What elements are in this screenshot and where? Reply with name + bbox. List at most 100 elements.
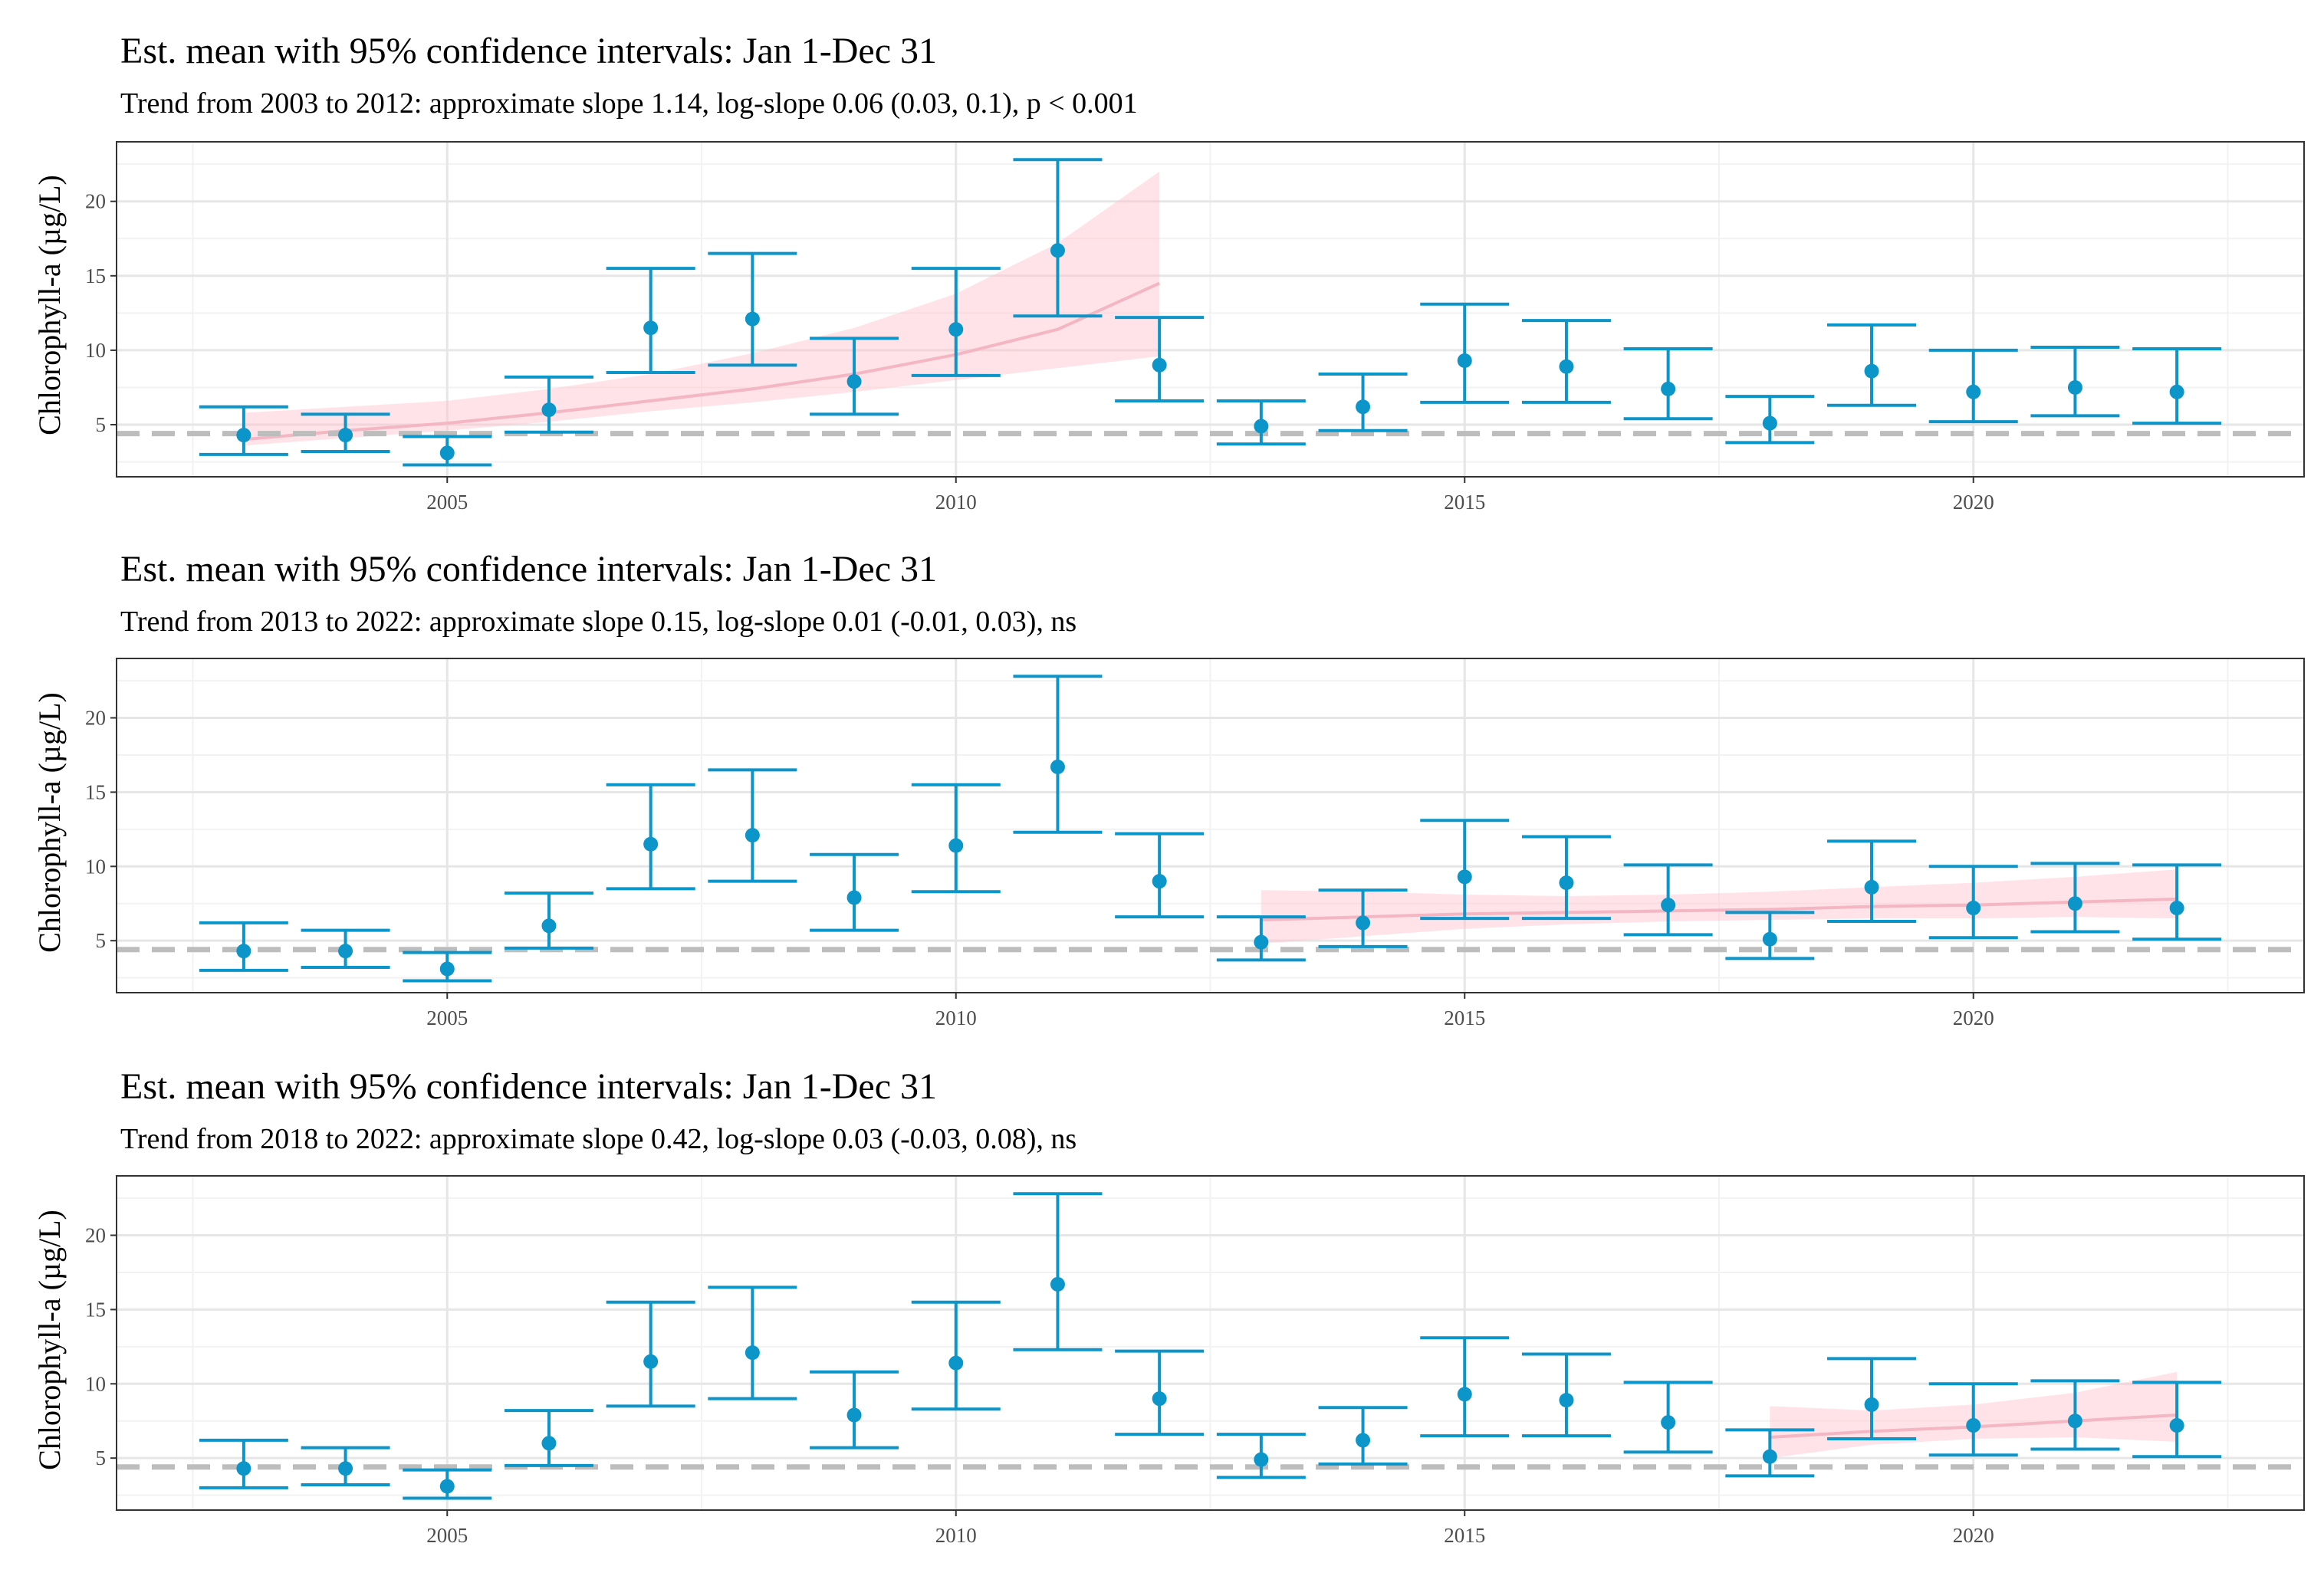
data-point bbox=[1762, 931, 1777, 947]
y-tick-label: 10 bbox=[85, 339, 106, 362]
chart-subtitle: Trend from 2018 to 2022: approximate slo… bbox=[120, 1123, 1077, 1155]
y-tick-label: 5 bbox=[96, 1446, 107, 1469]
data-point bbox=[1966, 384, 1981, 399]
data-point bbox=[1356, 915, 1371, 931]
data-point bbox=[338, 428, 353, 443]
y-tick-label: 10 bbox=[85, 1372, 106, 1395]
trend-line bbox=[243, 281, 1161, 442]
y-axis-label: Chlorophyll-a (µg/L) bbox=[32, 1210, 67, 1470]
data-point bbox=[948, 838, 964, 853]
data-point bbox=[236, 944, 251, 959]
data-point bbox=[1966, 1418, 1981, 1433]
x-tick-label: 2005 bbox=[426, 1524, 468, 1547]
data-point bbox=[1457, 353, 1472, 369]
data-point bbox=[1254, 1452, 1269, 1467]
data-point bbox=[338, 1461, 353, 1476]
data-point bbox=[541, 1436, 557, 1451]
data-point bbox=[2067, 379, 2082, 395]
panel-border bbox=[116, 1175, 2305, 1511]
data-point bbox=[541, 918, 557, 934]
x-tick-label: 2005 bbox=[426, 1006, 468, 1029]
data-point bbox=[1152, 874, 1167, 889]
data-point bbox=[643, 320, 659, 336]
data-point bbox=[1356, 1433, 1371, 1448]
chart-panel-3: Est. mean with 95% confidence intervals:… bbox=[32, 1066, 2305, 1547]
data-point bbox=[2067, 1413, 2082, 1429]
data-point bbox=[1864, 879, 1879, 895]
data-point bbox=[1661, 381, 1676, 396]
data-point bbox=[439, 1479, 455, 1494]
data-point bbox=[236, 1461, 251, 1476]
data-point bbox=[2169, 901, 2184, 916]
x-tick-label: 2010 bbox=[935, 491, 977, 514]
x-tick-label: 2015 bbox=[1444, 491, 1485, 514]
data-point bbox=[1559, 1393, 1574, 1408]
data-point bbox=[846, 890, 862, 905]
data-point bbox=[1762, 1449, 1777, 1464]
data-point bbox=[745, 311, 760, 327]
data-point bbox=[338, 944, 353, 959]
plot-area: 5 10 15 20 2005 2010 2015 2020 bbox=[85, 1175, 2305, 1547]
data-point bbox=[1661, 1415, 1676, 1430]
trend-confidence-band bbox=[1261, 869, 2178, 944]
y-axis-label: Chlorophyll-a (µg/L) bbox=[32, 692, 67, 953]
data-point bbox=[1457, 1387, 1472, 1402]
data-point bbox=[439, 445, 455, 461]
y-tick-label: 15 bbox=[85, 264, 106, 287]
x-tick-label: 2020 bbox=[1953, 491, 1994, 514]
panel-border bbox=[116, 141, 2305, 478]
data-point bbox=[1966, 901, 1981, 916]
x-tick-label: 2020 bbox=[1953, 1006, 1994, 1029]
data-point bbox=[439, 961, 455, 977]
x-tick-label: 2020 bbox=[1953, 1524, 1994, 1547]
data-point bbox=[643, 1354, 659, 1369]
data-point bbox=[236, 428, 251, 443]
data-point bbox=[2169, 1418, 2184, 1433]
data-point bbox=[1254, 419, 1269, 434]
data-point bbox=[1152, 357, 1167, 373]
chart-title: Est. mean with 95% confidence intervals:… bbox=[120, 31, 937, 71]
data-point bbox=[1356, 399, 1371, 415]
data-point bbox=[2067, 896, 2082, 911]
x-tick-label: 2005 bbox=[426, 491, 468, 514]
data-point bbox=[1152, 1391, 1167, 1407]
x-tick-label: 2015 bbox=[1444, 1524, 1485, 1547]
chart-subtitle: Trend from 2013 to 2022: approximate slo… bbox=[120, 606, 1077, 638]
data-point bbox=[1864, 363, 1879, 379]
chart-title: Est. mean with 95% confidence intervals:… bbox=[120, 549, 937, 589]
data-point bbox=[948, 322, 964, 337]
y-tick-label: 20 bbox=[85, 1224, 106, 1247]
y-tick-label: 20 bbox=[85, 707, 106, 730]
chart-subtitle: Trend from 2003 to 2012: approximate slo… bbox=[120, 87, 1138, 120]
y-tick-label: 20 bbox=[85, 190, 106, 213]
data-point bbox=[948, 1355, 964, 1371]
data-point bbox=[846, 1407, 862, 1423]
y-tick-label: 5 bbox=[96, 929, 107, 952]
data-point bbox=[1559, 875, 1574, 891]
data-point bbox=[1050, 243, 1065, 258]
data-point bbox=[1661, 898, 1676, 913]
x-tick-label: 2010 bbox=[935, 1524, 977, 1547]
data-point bbox=[541, 402, 557, 418]
data-point bbox=[643, 836, 659, 852]
data-point bbox=[1050, 759, 1065, 774]
plot-area: 5 10 15 20 2005 2010 2015 2020 bbox=[85, 141, 2305, 514]
data-point bbox=[1457, 869, 1472, 885]
chart-panel-1: Est. mean with 95% confidence intervals:… bbox=[32, 31, 2305, 514]
x-tick-label: 2010 bbox=[935, 1006, 977, 1029]
data-point bbox=[1050, 1276, 1065, 1292]
data-point bbox=[1762, 415, 1777, 431]
panel-border bbox=[116, 658, 2305, 993]
data-point bbox=[1864, 1397, 1879, 1412]
y-tick-label: 5 bbox=[96, 413, 107, 436]
chart-title: Est. mean with 95% confidence intervals:… bbox=[120, 1066, 937, 1107]
chart-panel-2: Est. mean with 95% confidence intervals:… bbox=[32, 549, 2305, 1029]
data-point bbox=[1559, 359, 1574, 374]
data-point bbox=[2169, 384, 2184, 399]
y-tick-label: 15 bbox=[85, 1298, 106, 1321]
data-point bbox=[745, 828, 760, 843]
data-point bbox=[846, 374, 862, 389]
data-point bbox=[1254, 934, 1269, 950]
data-point bbox=[745, 1345, 760, 1361]
